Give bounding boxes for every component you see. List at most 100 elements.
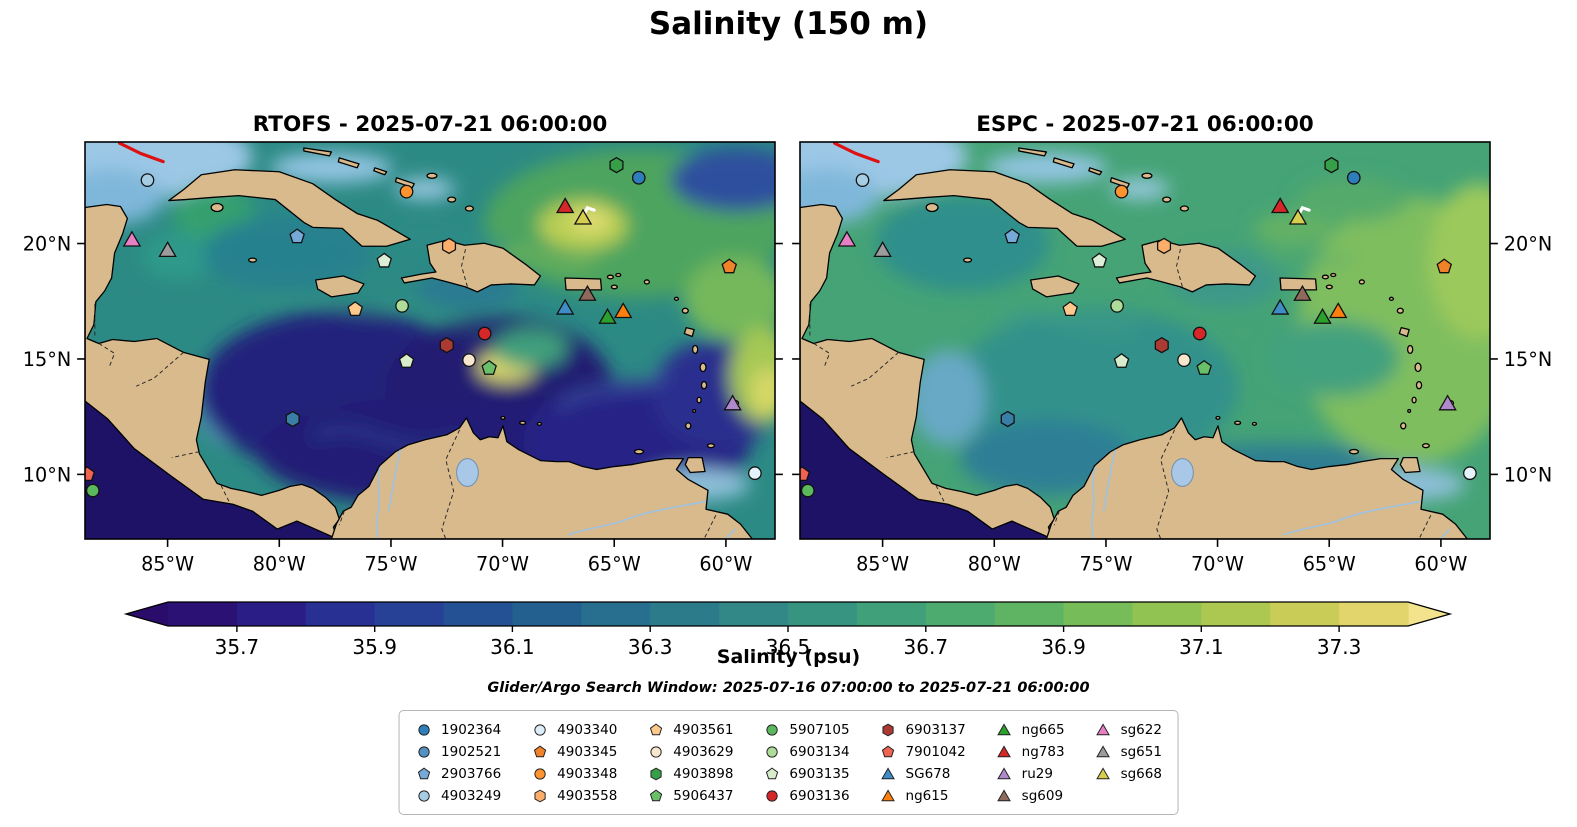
marker-7901042 xyxy=(85,466,96,482)
land xyxy=(85,147,753,539)
legend-marker-triangle-icon xyxy=(1096,766,1110,779)
legend-entry-label: 6903136 xyxy=(789,787,850,804)
legend-marker-pentagon-icon xyxy=(533,745,546,757)
legend-entry-6903136: 6903136 xyxy=(763,785,850,806)
legend-entry-4903898: 4903898 xyxy=(647,763,733,784)
country-borders xyxy=(809,249,1432,539)
marker-1902521 xyxy=(1000,410,1015,428)
legend-marker-circle-icon xyxy=(417,789,430,802)
marker-6903135 xyxy=(1091,252,1108,268)
legend-entry-6903135: 6903135 xyxy=(763,763,850,784)
legend-entry-label: 5906437 xyxy=(673,787,734,804)
colorbar-tick-label: 36.9 xyxy=(1041,635,1086,659)
legend-entry-1902521: 1902521 xyxy=(415,741,501,762)
y-tick-label: 20°N xyxy=(1504,232,1552,255)
legend-entry-sg668: sg668 xyxy=(1095,763,1162,784)
x-tick-label: 85°W xyxy=(141,553,194,576)
legend-marker-hexagon-icon xyxy=(650,767,662,780)
pacific-water xyxy=(85,401,338,539)
legend-entry-sg609: sg609 xyxy=(996,785,1065,806)
panel-rtofs: RTOFS - 2025-07-21 06:00:00 85°W 80°W 75°W… xyxy=(23,112,783,576)
legend-marker-circle-icon xyxy=(417,723,430,736)
colorbar-tick-label: 35.7 xyxy=(215,635,260,659)
pacific-water xyxy=(800,401,1053,539)
marker-4903345 xyxy=(1436,258,1453,274)
marker-6903135 xyxy=(376,252,393,268)
legend-marker-triangle-icon xyxy=(881,788,895,801)
legend-entry-label: 4903558 xyxy=(557,787,618,804)
marker-4903629 xyxy=(462,353,476,368)
marker-sg651 xyxy=(873,240,892,258)
panel-rtofs-title: RTOFS - 2025-07-21 06:00:00 xyxy=(252,112,608,137)
marker-6903135 xyxy=(398,353,415,368)
figure-title: Salinity (150 m) xyxy=(648,6,929,42)
marker-5907105 xyxy=(85,483,100,498)
legend-marker-circle-icon xyxy=(417,745,430,758)
legend-marker-hexagon-icon xyxy=(882,723,894,736)
legend-entry-label: 6903137 xyxy=(905,721,966,738)
legend-marker-circle-icon xyxy=(766,723,778,736)
legend-entry-SG678: SG678 xyxy=(880,763,966,784)
glider-track-red xyxy=(118,142,165,164)
legend-marker-triangle-icon xyxy=(1096,744,1110,757)
legend-marker-circle-icon xyxy=(766,789,778,802)
marker-5906437 xyxy=(1196,359,1212,375)
marker-6903134 xyxy=(1110,298,1124,313)
marker-6903137 xyxy=(439,336,454,354)
x-tick-label: 60°W xyxy=(699,553,752,576)
map-panels: RTOFS - 2025-07-21 06:00:00 85°W 80°W 75°W… xyxy=(23,112,1552,576)
legend-marker-triangle-icon xyxy=(997,766,1012,779)
x-tick-label: 75°W xyxy=(364,553,417,576)
colorbar-tick-label: 37.3 xyxy=(1317,635,1362,659)
legend-entry-sg622: sg622 xyxy=(1095,719,1162,740)
glider-track-red xyxy=(833,142,880,164)
colorbar-over-arrow xyxy=(1408,602,1450,626)
marker-sg668 xyxy=(1288,208,1308,225)
colorbar-under-arrow xyxy=(126,602,168,626)
marker-ng615 xyxy=(1328,302,1348,319)
legend: 1902364 1902521 2903766 4903249 4903340 49033… xyxy=(398,710,1179,815)
legend-entry-ru29: ru29 xyxy=(996,763,1065,784)
legend-marker-triangle-icon xyxy=(881,766,895,779)
marker-4903898 xyxy=(1324,156,1339,174)
legend-entry-6903134: 6903134 xyxy=(763,741,850,762)
legend-entry-label: 4903629 xyxy=(673,743,734,760)
lake-maracaibo xyxy=(456,458,479,487)
map-frame xyxy=(84,141,776,540)
marker-sg651 xyxy=(158,240,177,258)
marker-4903558 xyxy=(441,237,457,255)
marker-ng665 xyxy=(1313,307,1332,324)
rivers xyxy=(375,449,737,539)
y-tick-label: 10°N xyxy=(1504,463,1552,486)
marker-1902364 xyxy=(631,170,646,185)
legend-marker-triangle-icon xyxy=(1096,722,1110,735)
legend-marker-circle-icon xyxy=(534,767,546,780)
colorbar-tick-label: 36.7 xyxy=(904,635,949,659)
marker-5907105 xyxy=(800,483,815,498)
marker-4903558 xyxy=(1156,237,1172,255)
legend-entry-4903249: 4903249 xyxy=(415,785,501,806)
x-tick-label: 70°W xyxy=(1191,553,1244,576)
legend-entry-label: 2903766 xyxy=(441,765,502,782)
y-tick-label: 15°N xyxy=(23,348,71,371)
legend-marker-pentagon-icon xyxy=(881,745,895,757)
legend-entry-label: ng665 xyxy=(1021,721,1065,738)
legend-marker-circle-icon xyxy=(534,723,546,736)
marker-1902364 xyxy=(1346,170,1361,185)
colorbar-tick-label: 37.1 xyxy=(1179,635,1224,659)
panel-espc-title: ESPC - 2025-07-21 06:00:00 xyxy=(976,112,1314,137)
legend-entry-6903137: 6903137 xyxy=(880,719,966,740)
marker-4903249 xyxy=(140,173,155,188)
colorbar-tick-label: 35.9 xyxy=(352,635,397,659)
marker-4903348 xyxy=(1114,184,1129,199)
map-espc: 85°W 80°W 75°W 70°W 65°W 60°W 10°N 15°N 20°N xyxy=(792,141,1552,576)
x-tick-label: 80°W xyxy=(968,553,1021,576)
marker-sg622 xyxy=(837,230,857,247)
colorbar-tick-label: 36.3 xyxy=(628,635,673,659)
colorbar-label: Salinity (psu) xyxy=(716,646,861,668)
marker-SG678 xyxy=(1270,298,1290,315)
land xyxy=(800,147,1468,539)
marker-ng665 xyxy=(598,307,617,324)
x-tick-label: 85°W xyxy=(856,553,909,576)
x-tick-label: 80°W xyxy=(253,553,306,576)
